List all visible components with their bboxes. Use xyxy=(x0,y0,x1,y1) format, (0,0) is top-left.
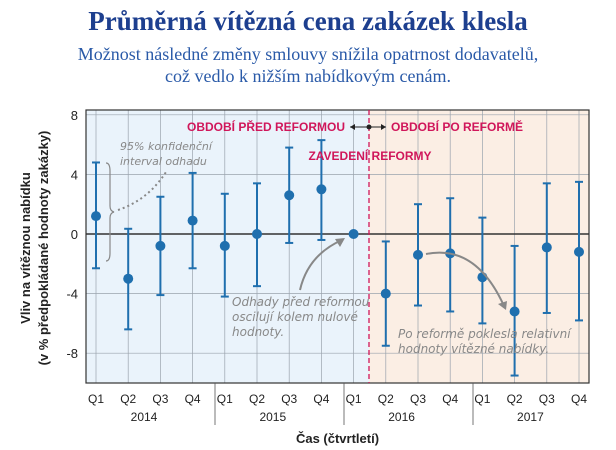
pre-reform-label: OBDOBÍ PŘED REFORMOU xyxy=(187,119,345,134)
ci-brace xyxy=(105,162,115,262)
data-point xyxy=(380,288,391,299)
chart-subtitle-line2: což vedlo k nižším nabídkovým cenám. xyxy=(165,66,451,86)
reform-start-label: ZAVEDENÍ REFORMY xyxy=(308,148,431,163)
x-tick-label: Q2 xyxy=(378,392,394,406)
x-tick-label: Q3 xyxy=(410,392,426,406)
y-tick-label: 0 xyxy=(71,227,78,242)
post-note-line1: Po reformě poklesla relativní xyxy=(398,327,572,341)
ci-annotation-line1: 95% konfidenční xyxy=(120,140,214,153)
x-tick-label: Q1 xyxy=(217,392,233,406)
x-tick-label: Q4 xyxy=(185,392,201,406)
chart-subtitle-line1: Možnost následné změny smlouvy snížila o… xyxy=(77,44,539,64)
chart-title: Průměrná vítězná cena zakázek klesla xyxy=(88,6,528,36)
data-point xyxy=(123,273,134,284)
data-point xyxy=(413,249,423,260)
x-tick-label: Q3 xyxy=(152,392,168,406)
y-tick-label: 4 xyxy=(71,167,78,182)
y-tick-label: -8 xyxy=(66,346,78,361)
x-tick-label: Q2 xyxy=(249,392,265,406)
post-note-arrow xyxy=(425,251,505,307)
x-tick-label: Q1 xyxy=(346,392,362,406)
x-tick-label: Q1 xyxy=(88,392,104,406)
data-point xyxy=(219,240,230,251)
data-point xyxy=(252,229,262,239)
year-label: 2017 xyxy=(517,410,544,424)
y-axis-title-line1: Vliv na vítěznou nabídku xyxy=(18,172,33,324)
period-arrow-dot xyxy=(366,124,372,130)
data-point xyxy=(316,184,327,195)
x-axis-title: Čas (čtvrtletí) xyxy=(296,431,379,446)
y-tick-label: -4 xyxy=(66,287,78,302)
data-point xyxy=(509,306,520,317)
x-tick-label: Q2 xyxy=(507,392,523,406)
ci-annotation-line2: interval odhadu xyxy=(120,155,207,168)
data-point xyxy=(284,190,295,201)
data-point xyxy=(348,229,359,239)
x-tick-label: Q3 xyxy=(539,392,555,406)
x-tick-label: Q4 xyxy=(442,392,458,406)
x-tick-label: Q4 xyxy=(313,392,329,406)
pre-note-line3: hodnoty. xyxy=(232,325,284,339)
pre-note-line2: oscilují kolem nulové xyxy=(232,310,358,324)
post-reform-label: OBDOBÍ PO REFORMĚ xyxy=(391,119,523,134)
post-note-line2: hodnoty vítězné nabídky. xyxy=(398,342,549,356)
x-tick-label: Q3 xyxy=(281,392,297,406)
data-point xyxy=(574,246,584,257)
y-tick-label: 8 xyxy=(71,108,78,123)
plot-frame xyxy=(85,109,590,384)
pre-note-arrowhead xyxy=(335,238,345,247)
x-tick-label: Q2 xyxy=(120,392,136,406)
data-point xyxy=(91,211,101,222)
data-point xyxy=(155,240,166,251)
year-label: 2015 xyxy=(259,410,286,424)
x-tick-label: Q4 xyxy=(571,392,587,406)
post-note-arrowhead xyxy=(498,301,507,310)
data-point xyxy=(187,215,198,226)
x-tick-label: Q1 xyxy=(474,392,490,406)
year-label: 2014 xyxy=(131,410,158,424)
pre-note-line1: Odhady před reformou xyxy=(232,295,370,309)
pre-note-arrow xyxy=(299,239,343,291)
y-axis-title-line2: (v % předpokládané hodnoty zakázky) xyxy=(36,131,51,366)
year-label: 2016 xyxy=(388,410,415,424)
data-point xyxy=(541,242,552,253)
ci-dotted-connector xyxy=(117,171,167,211)
post-reform-background xyxy=(369,110,589,383)
